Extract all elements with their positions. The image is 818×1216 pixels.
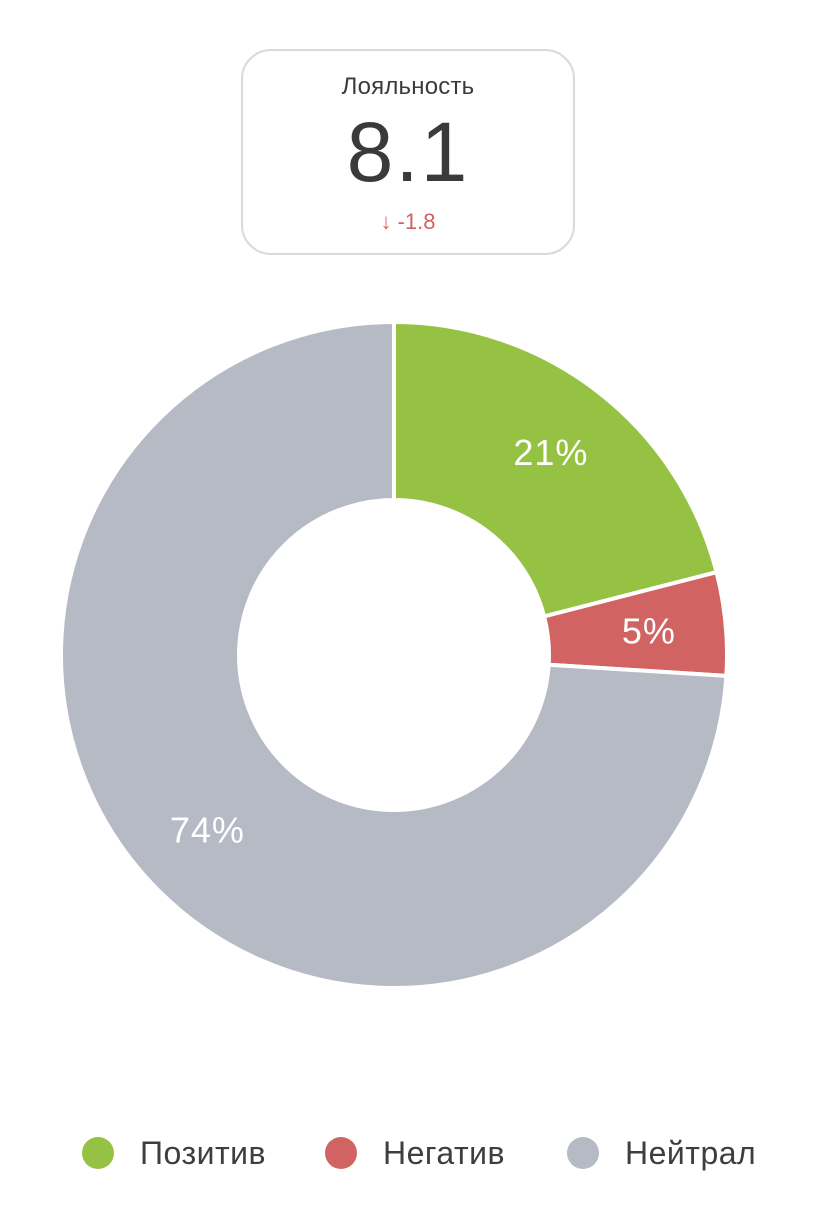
legend-label-negative: Негатив <box>383 1134 505 1171</box>
legend-swatch-neutral <box>567 1137 599 1169</box>
legend-item-negative[interactable]: Негатив <box>325 1130 505 1176</box>
kpi-value: 8.1 <box>346 105 470 199</box>
kpi-delta: ↓ -1.8 <box>243 209 573 235</box>
legend-label-positive: Позитив <box>140 1134 267 1171</box>
kpi-delta-value: -1.8 <box>397 209 436 234</box>
donut-label-positive: 21% <box>513 432 588 473</box>
donut-slice-positive[interactable] <box>392 320 719 619</box>
donut-slice-neutral[interactable] <box>59 320 729 990</box>
legend-label-neutral: Нейтрал <box>625 1134 757 1171</box>
donut-label-negative: 5% <box>622 610 676 651</box>
chart-legend: Позитив Негатив Нейтрал <box>0 1130 818 1176</box>
legend-item-positive[interactable]: Позитив <box>82 1130 266 1176</box>
donut-chart: 21% 5% 74% <box>59 320 729 990</box>
loyalty-kpi-card: Лояльность 8.1 ↓ -1.8 <box>241 49 575 255</box>
arrow-down-icon: ↓ <box>380 209 392 234</box>
legend-item-neutral[interactable]: Нейтрал <box>567 1130 756 1176</box>
kpi-label: Лояльность <box>341 73 475 100</box>
legend-swatch-positive <box>82 1137 114 1169</box>
donut-label-neutral: 74% <box>170 810 245 851</box>
legend-swatch-negative <box>325 1137 357 1169</box>
